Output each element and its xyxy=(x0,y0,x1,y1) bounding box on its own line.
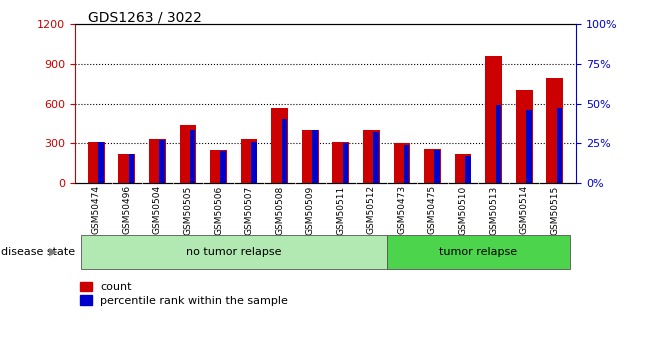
Bar xyxy=(454,155,471,183)
Bar xyxy=(210,150,227,183)
Text: no tumor relapse: no tumor relapse xyxy=(186,247,281,257)
Text: GSM50508: GSM50508 xyxy=(275,185,284,235)
Text: GSM50511: GSM50511 xyxy=(337,185,345,235)
Bar xyxy=(546,78,563,183)
Bar xyxy=(118,154,135,183)
Text: GSM50512: GSM50512 xyxy=(367,185,376,235)
Bar xyxy=(190,130,195,183)
Bar xyxy=(495,105,501,183)
Bar xyxy=(557,108,562,183)
Text: GSM50507: GSM50507 xyxy=(245,185,254,235)
Text: GSM50474: GSM50474 xyxy=(92,185,101,234)
Bar xyxy=(312,130,318,183)
Text: GSM50504: GSM50504 xyxy=(153,185,162,235)
Bar xyxy=(373,132,379,183)
Bar xyxy=(81,235,387,269)
Bar xyxy=(302,130,318,183)
Text: GSM50509: GSM50509 xyxy=(306,185,314,235)
Bar xyxy=(159,140,165,183)
Text: tumor relapse: tumor relapse xyxy=(439,247,518,257)
Text: GSM50510: GSM50510 xyxy=(458,185,467,235)
Bar xyxy=(393,143,410,183)
Bar xyxy=(434,149,440,183)
Bar xyxy=(88,142,105,183)
Text: GSM50496: GSM50496 xyxy=(122,185,132,235)
Bar xyxy=(149,139,166,183)
Bar xyxy=(485,56,502,183)
Bar xyxy=(342,143,348,183)
Text: GDS1263 / 3022: GDS1263 / 3022 xyxy=(88,10,202,24)
Text: GSM50475: GSM50475 xyxy=(428,185,437,235)
Text: ▶: ▶ xyxy=(49,247,57,257)
Bar xyxy=(404,145,409,183)
Bar xyxy=(129,154,134,183)
Bar xyxy=(465,156,471,183)
Text: GSM50515: GSM50515 xyxy=(550,185,559,235)
Bar xyxy=(180,125,197,183)
Text: GSM50473: GSM50473 xyxy=(397,185,406,235)
Bar xyxy=(333,142,349,183)
Bar xyxy=(424,149,441,183)
Bar xyxy=(516,90,533,183)
Text: disease state: disease state xyxy=(1,247,75,257)
Text: GSM50513: GSM50513 xyxy=(489,185,498,235)
Bar xyxy=(363,130,380,183)
Bar xyxy=(251,141,256,183)
Bar xyxy=(282,119,287,183)
Bar xyxy=(526,110,532,183)
Bar xyxy=(221,151,226,183)
Bar xyxy=(241,139,258,183)
Text: GSM50505: GSM50505 xyxy=(184,185,193,235)
Text: GSM50506: GSM50506 xyxy=(214,185,223,235)
Bar xyxy=(387,235,570,269)
Legend: count, percentile rank within the sample: count, percentile rank within the sample xyxy=(81,282,288,306)
Bar xyxy=(98,141,104,183)
Bar xyxy=(271,108,288,183)
Text: GSM50514: GSM50514 xyxy=(519,185,529,235)
